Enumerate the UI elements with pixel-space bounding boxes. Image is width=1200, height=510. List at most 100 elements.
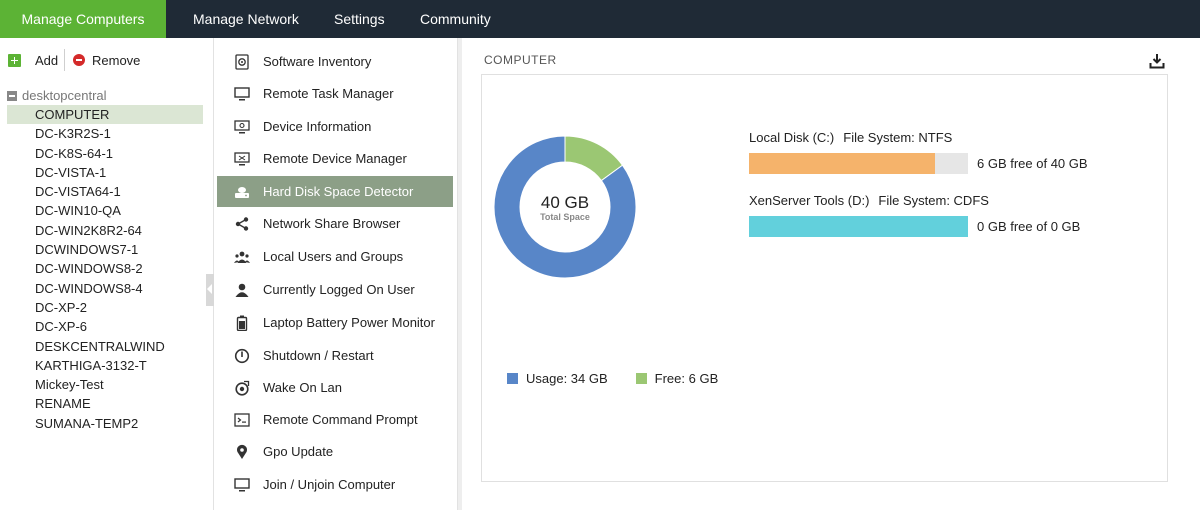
total-space-value: 40 GB <box>540 192 590 212</box>
share-icon <box>234 216 250 232</box>
computer-tree: desktopcentral COMPUTER DC-K3R2S-1 DC-K8… <box>0 87 214 433</box>
menu-item-device-information[interactable]: Device Information <box>217 111 453 142</box>
device-info-icon <box>234 119 250 135</box>
tree-item[interactable]: DCWINDOWS7-1 <box>35 242 139 258</box>
menu-item-label: Software Inventory <box>263 54 372 69</box>
legend-label: Free: 6 GB <box>654 371 719 386</box>
menu-item-remote-device-manager[interactable]: Remote Device Manager <box>217 143 453 174</box>
wake-icon <box>234 380 250 396</box>
tree-item[interactable]: DESKCENTRALWIND <box>35 338 165 354</box>
add-button[interactable]: Add <box>8 48 58 72</box>
users-icon <box>234 249 250 265</box>
remote-monitor-icon <box>234 151 250 167</box>
tree-item[interactable]: DC-WIN2K8R2-64 <box>35 222 142 238</box>
tree-item[interactable]: KARTHIGA-3132-T <box>35 357 147 373</box>
tree-root-label: desktopcentral <box>22 88 107 103</box>
remove-button[interactable]: Remove <box>73 48 140 72</box>
menu-item-wake-on-lan[interactable]: Wake On Lan <box>217 372 453 403</box>
menu-item-label: Join / Unjoin Computer <box>263 477 396 492</box>
disk-entry-d: XenServer Tools (D:) File System: CDFS 0 … <box>749 193 1080 237</box>
computer-tree-panel: Add Remove desktopcentral COMPUTER DC-K3… <box>0 38 214 510</box>
chart-legend: Usage: 34 GB Free: 6 GB <box>507 371 746 386</box>
disk-free-text: 6 GB free of 40 GB <box>977 156 1088 171</box>
top-nav: Manage Computers Manage Network Settings… <box>0 0 1200 38</box>
legend-item-free[interactable]: Free: 6 GB <box>635 371 719 386</box>
disk-title: Local Disk (C:) File System: NTFS <box>749 130 952 145</box>
tree-item[interactable]: DC-XP-2 <box>35 299 88 315</box>
menu-item-label: Laptop Battery Power Monitor <box>263 315 435 330</box>
menu-item-label: Remote Task Manager <box>263 86 394 101</box>
disk-title: XenServer Tools (D:) File System: CDFS <box>749 193 989 208</box>
disk-usage-fill <box>749 153 936 174</box>
tree-item[interactable]: DC-K3R2S-1 <box>35 126 111 142</box>
disk-entry-c: Local Disk (C:) File System: NTFS 6 GB fr… <box>749 130 1088 174</box>
menu-item-label: Local Users and Groups <box>263 249 404 264</box>
collapse-icon[interactable] <box>7 91 17 101</box>
disk-name: Local Disk (C:) <box>749 130 835 145</box>
disk-space-card: 40 GB Total Space Local Disk (C:) File Sy… <box>481 74 1168 482</box>
user-icon <box>234 282 250 298</box>
tree-toolbar: Add Remove <box>0 48 214 72</box>
tools-menu: Software Inventory Remote Task Manager D… <box>215 38 458 510</box>
menu-item-remote-task-manager[interactable]: Remote Task Manager <box>217 78 453 109</box>
donut-slice-usage[interactable] <box>493 135 637 279</box>
page-title: COMPUTER <box>484 53 557 67</box>
hard-disk-icon <box>234 184 250 200</box>
add-label: Add <box>35 52 59 68</box>
legend-swatch <box>507 373 518 384</box>
tab-settings[interactable]: Settings <box>334 11 385 27</box>
menu-item-label: Remote Command Prompt <box>263 412 418 427</box>
disk-usage-donut <box>493 135 637 279</box>
menu-item-local-users-and-groups[interactable]: Local Users and Groups <box>217 241 453 272</box>
menu-item-remote-command-prompt[interactable]: Remote Command Prompt <box>217 404 453 435</box>
remove-icon <box>73 54 85 66</box>
menu-item-label: Currently Logged On User <box>263 282 415 297</box>
tree-item[interactable]: DC-K8S-64-1 <box>35 145 114 161</box>
menu-item-label: Device Information <box>263 119 372 134</box>
menu-item-label: Wake On Lan <box>263 380 343 395</box>
menu-item-label: Hard Disk Space Detector <box>263 184 414 199</box>
donut-center: 40 GB Total Space <box>493 135 637 279</box>
tree-item[interactable]: DC-VISTA-1 <box>35 164 107 180</box>
disk-filesystem: File System: NTFS <box>843 130 953 145</box>
tree-item[interactable]: DC-WINDOWS8-2 <box>35 261 143 277</box>
tree-item-computer[interactable]: COMPUTER <box>7 105 203 125</box>
tree-item[interactable]: DC-WIN10-QA <box>35 203 121 219</box>
tab-manage-computers[interactable]: Manage Computers <box>0 0 166 38</box>
menu-item-laptop-battery-power-monitor[interactable]: Laptop Battery Power Monitor <box>217 307 453 338</box>
panel-collapse-handle[interactable] <box>206 274 214 306</box>
tree-item[interactable]: Mickey-Test <box>35 377 104 393</box>
menu-item-label: Shutdown / Restart <box>263 348 374 363</box>
power-icon <box>234 348 250 364</box>
remove-label: Remove <box>92 52 141 68</box>
legend-item-usage[interactable]: Usage: 34 GB <box>507 371 608 386</box>
menu-item-hard-disk-space-detector[interactable]: Hard Disk Space Detector <box>217 176 453 207</box>
menu-item-shutdown-restart[interactable]: Shutdown / Restart <box>217 340 453 371</box>
menu-item-label: Network Share Browser <box>263 216 401 231</box>
tab-manage-network[interactable]: Manage Network <box>193 11 299 27</box>
tree-item[interactable]: DC-XP-6 <box>35 319 88 335</box>
menu-item-software-inventory[interactable]: Software Inventory <box>217 46 453 77</box>
total-space-label: Total Space <box>540 211 590 222</box>
menu-item-gpo-update[interactable]: Gpo Update <box>217 436 453 467</box>
monitor-icon <box>234 86 250 102</box>
tree-item[interactable]: DC-WINDOWS8-4 <box>35 280 143 296</box>
menu-item-join-unjoin-computer[interactable]: Join / Unjoin Computer <box>217 469 453 500</box>
tree-item[interactable]: RENAME <box>35 396 91 412</box>
menu-item-label: Remote Device Manager <box>263 151 407 166</box>
menu-item-currently-logged-on-user[interactable]: Currently Logged On User <box>217 274 453 305</box>
menu-item-network-share-browser[interactable]: Network Share Browser <box>217 208 453 239</box>
tree-root[interactable]: desktopcentral <box>0 87 214 105</box>
legend-swatch <box>635 373 647 384</box>
tree-item[interactable]: SUMANA-TEMP2 <box>35 415 139 431</box>
main-content: COMPUTER 40 GB Total Space Local Disk (C… <box>462 38 1200 510</box>
disk-filesystem: File System: CDFS <box>878 193 989 208</box>
battery-icon <box>234 315 250 331</box>
download-icon[interactable] <box>1149 53 1165 69</box>
menu-item-label: Gpo Update <box>263 444 334 459</box>
tab-community[interactable]: Community <box>420 11 491 27</box>
tree-item[interactable]: DC-VISTA64-1 <box>35 184 121 200</box>
toolbar-divider <box>64 49 65 71</box>
disk-usage-bar <box>749 216 968 237</box>
disk-usage-bar <box>749 153 968 174</box>
